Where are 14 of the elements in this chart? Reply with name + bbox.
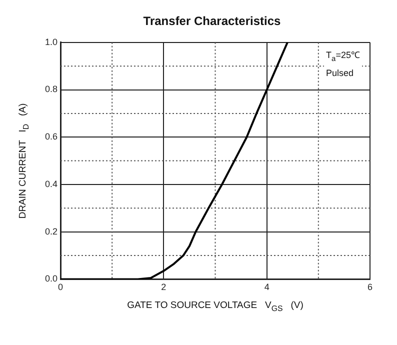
- annotation: T$_{a}$=25℃: [326, 49, 360, 66]
- chart-title: Transfer Characteristics: [142, 14, 282, 28]
- y-tick-label: 0.6: [44, 132, 58, 142]
- x-tick-label: 2: [161, 282, 166, 292]
- y-tick-label: 0.4: [44, 178, 58, 189]
- x-axis-title: GATE TO SOURCE VOLTAGE V$_{GS}$ (V): [126, 300, 304, 313]
- x-tick-label: 6: [367, 282, 373, 292]
- y-tick-label: 0.0: [44, 274, 58, 284]
- annotation: Pulsed: [326, 67, 355, 80]
- x-tick-label: 0: [58, 282, 64, 292]
- x-tick-label: 4: [264, 282, 270, 292]
- y-tick-label: 1.0: [44, 36, 58, 47]
- y-tick-label: 0.2: [44, 226, 58, 236]
- y-tick-label: 0.8: [44, 84, 58, 94]
